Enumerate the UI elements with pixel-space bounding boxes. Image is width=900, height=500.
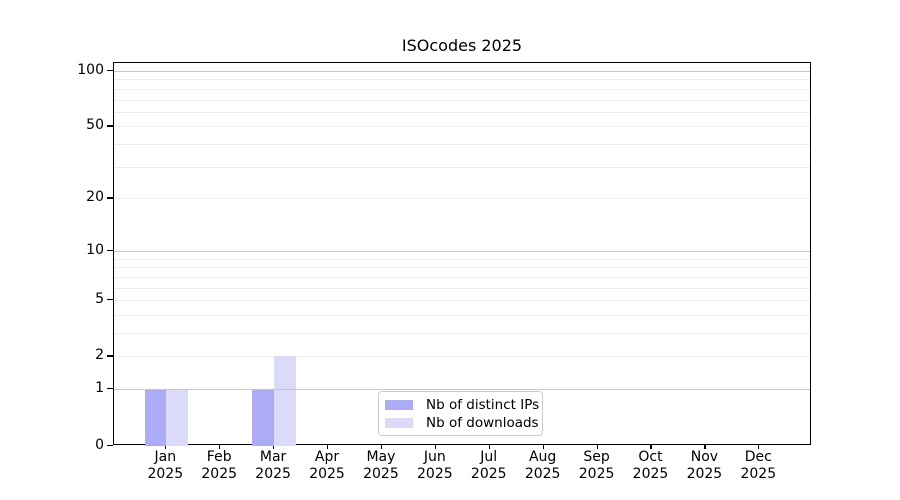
x-tick-label: Jul 2025 <box>470 449 507 482</box>
x-tick-label: Nov 2025 <box>686 449 723 482</box>
legend-row: Nb of distinct IPs <box>385 398 539 412</box>
bar-distinct-ips <box>144 389 167 446</box>
x-tick-label: Dec 2025 <box>740 449 777 482</box>
y-tick-label: 50 <box>86 117 104 134</box>
minor-gridline <box>114 333 810 334</box>
x-tick-mark <box>488 444 490 449</box>
y-tick-mark <box>107 70 113 72</box>
legend-label-distinct-ips: Nb of distinct IPs <box>426 396 540 413</box>
y-tick-label: 2 <box>95 347 104 364</box>
x-tick-label: Oct 2025 <box>632 449 669 482</box>
x-tick-mark <box>434 444 437 449</box>
minor-gridline <box>114 126 810 128</box>
minor-gridline <box>114 99 810 101</box>
y-tick-label: 10 <box>86 241 104 258</box>
x-tick-label: Mar 2025 <box>255 449 291 482</box>
y-tick-mark <box>107 444 113 446</box>
x-tick-label: Apr 2025 <box>309 449 345 482</box>
major-gridline <box>114 250 810 252</box>
x-tick-mark <box>542 444 544 449</box>
legend-label-downloads: Nb of downloads <box>426 414 539 431</box>
major-gridline <box>114 71 810 72</box>
minor-gridline <box>114 144 810 146</box>
x-tick-mark <box>704 444 706 449</box>
minor-gridline <box>114 111 810 113</box>
bar-downloads <box>166 389 189 446</box>
x-tick-mark <box>758 444 760 449</box>
x-tick-mark <box>327 444 329 449</box>
legend-swatch-downloads <box>385 417 413 428</box>
x-tick-label: Jun 2025 <box>417 449 453 482</box>
minor-gridline <box>114 356 810 358</box>
y-tick-mark <box>107 299 113 301</box>
minor-gridline <box>114 314 810 316</box>
y-tick-label: 100 <box>77 62 104 78</box>
bar-downloads <box>274 356 296 446</box>
x-tick-mark <box>380 444 383 449</box>
minor-gridline <box>114 166 810 168</box>
minor-gridline <box>114 287 810 289</box>
y-tick-label: 1 <box>95 380 104 397</box>
chart-title: ISOcodes 2025 <box>401 36 523 55</box>
x-tick-mark <box>650 444 652 449</box>
y-tick-label: 0 <box>95 436 104 453</box>
plot-area <box>113 62 811 446</box>
major-gridline <box>114 389 810 391</box>
x-tick-label: Sep 2025 <box>578 449 615 482</box>
x-tick-label: Feb 2025 <box>201 449 238 482</box>
minor-gridline <box>114 88 810 90</box>
x-tick-label: May 2025 <box>363 449 399 482</box>
y-tick-label: 5 <box>95 291 104 308</box>
y-tick-mark <box>107 249 113 252</box>
x-tick-label: Aug 2025 <box>524 449 561 482</box>
minor-gridline <box>114 300 810 302</box>
bar-distinct-ips <box>252 389 275 446</box>
minor-gridline <box>114 79 810 81</box>
minor-gridline <box>114 198 810 200</box>
x-tick-mark <box>273 444 275 449</box>
x-tick-mark <box>219 444 221 449</box>
legend-row: Nb of downloads <box>385 416 539 430</box>
minor-gridline <box>114 258 810 260</box>
x-tick-mark <box>165 444 167 449</box>
legend-swatch-distinct-ips <box>385 399 413 410</box>
minor-gridline <box>114 276 810 278</box>
y-tick-mark <box>107 355 113 357</box>
x-tick-mark <box>596 444 598 449</box>
legend: Nb of distinct IPs Nb of downloads <box>378 391 543 436</box>
y-tick-mark <box>107 388 113 390</box>
minor-gridline <box>114 267 810 269</box>
x-tick-label: Jan 2025 <box>147 449 184 482</box>
y-tick-mark <box>107 197 113 199</box>
y-tick-mark <box>107 125 113 127</box>
y-tick-label: 20 <box>86 189 104 206</box>
